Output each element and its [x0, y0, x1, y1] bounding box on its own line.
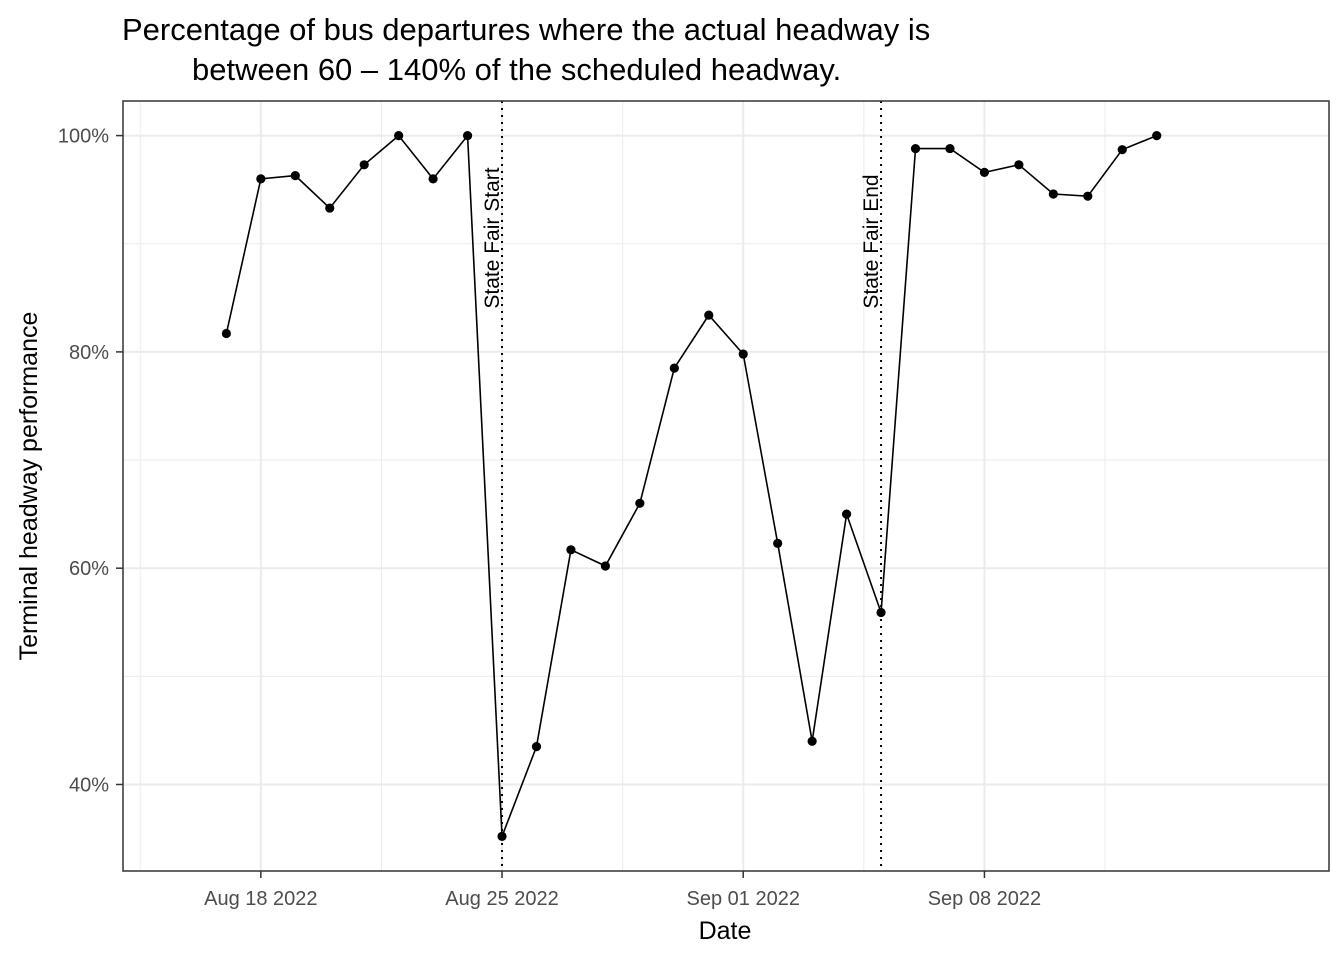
data-point [1048, 189, 1058, 199]
data-point [635, 498, 645, 508]
series-line [225, 133, 1158, 837]
x-tick-label: Aug 25 2022 [445, 888, 558, 910]
data-point [531, 742, 542, 752]
data-point [910, 143, 921, 154]
data-point [945, 143, 955, 154]
data-point [566, 545, 576, 555]
data-point [842, 509, 852, 519]
data-point [428, 174, 438, 184]
data-point [600, 561, 611, 571]
data-point [1152, 131, 1162, 141]
annotation-label-1: State Fair End [860, 174, 883, 308]
chart-title-line-2: between 60 – 140% of the scheduled headw… [192, 52, 842, 87]
data-point [704, 310, 714, 320]
data-point [256, 174, 266, 184]
y-tick-label: 60% [69, 558, 109, 580]
data-point [290, 171, 300, 181]
data-point [979, 167, 990, 177]
annotation-label-0: State Fair Start [481, 167, 504, 308]
y-tick-label: 100% [58, 126, 109, 148]
data-point [669, 363, 679, 373]
data-point [876, 607, 886, 618]
plot-border [122, 100, 1330, 872]
data-point [1014, 160, 1024, 170]
data-point [221, 328, 231, 339]
y-axis-title: Terminal headway performance [15, 312, 43, 661]
y-tick-label: 80% [69, 342, 109, 364]
data-point [738, 349, 748, 359]
data-point [462, 131, 473, 141]
data-point [807, 736, 817, 746]
data-point [773, 538, 783, 548]
x-tick-label: Sep 08 2022 [928, 888, 1041, 910]
data-point [497, 831, 507, 841]
plot-panel [123, 101, 1329, 871]
x-tick-label: Sep 01 2022 [687, 888, 800, 910]
data-point [1083, 191, 1093, 201]
data-point [359, 160, 369, 170]
y-tick-label: 40% [69, 774, 109, 796]
x-axis-title: Date [699, 917, 752, 945]
data-point [325, 203, 335, 213]
x-tick-label: Aug 18 2022 [204, 888, 317, 910]
data-point [1117, 145, 1127, 155]
data-point [394, 131, 404, 141]
chart-title-line-1: Percentage of bus departures where the a… [122, 12, 931, 47]
